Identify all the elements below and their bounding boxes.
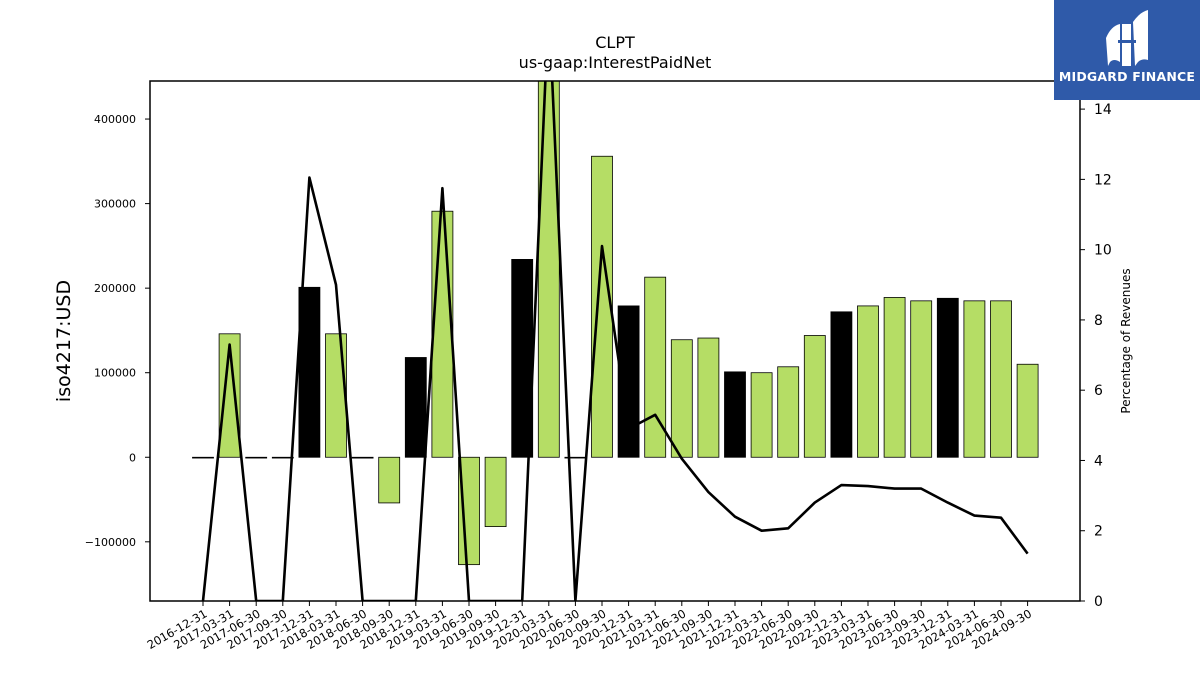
bar-2023-03-31	[857, 305, 879, 458]
percentage-line	[201, 81, 1029, 601]
bar-2022-03-31	[750, 372, 773, 458]
bar-2022-09-30	[803, 335, 826, 458]
bar-2021-06-30	[670, 339, 693, 458]
y2-tick-label: 10	[1094, 243, 1112, 259]
bar-2021-12-31	[724, 371, 746, 458]
bar-2023-12-31	[936, 297, 959, 458]
y2-tick-label: 12	[1094, 172, 1112, 188]
bar-2020-12-31	[617, 305, 640, 458]
bar-2016-12-31	[192, 456, 214, 459]
y-tick-label: 400000	[94, 113, 136, 126]
y-tick-label: 300000	[94, 198, 136, 211]
bar-2022-12-31	[830, 311, 853, 458]
y-tick-label: 0	[129, 451, 136, 464]
y2-tick-label: 0	[1094, 594, 1103, 610]
bar-2024-06-30	[990, 300, 1012, 458]
y2-tick-label: 8	[1094, 313, 1103, 329]
bar-2022-06-30	[777, 366, 800, 458]
bar-2017-03-31	[218, 333, 241, 458]
y2-tick-label: 4	[1094, 453, 1103, 469]
y-tick-label: −100000	[85, 536, 136, 549]
y-tick-label: 100000	[94, 367, 136, 380]
bar-2024-03-31	[963, 300, 986, 458]
bar-2017-12-31	[298, 286, 321, 458]
bar-2020-09-30	[591, 155, 613, 458]
bar-2023-06-30	[883, 297, 906, 458]
bar-2018-06-30	[351, 456, 374, 459]
bar-2020-03-31	[537, 81, 560, 458]
bar-2021-03-31	[644, 276, 667, 458]
bar-2024-09-30	[1016, 363, 1039, 458]
bar-2019-03-31	[431, 210, 454, 458]
y2-axis-label: Percentage of Revenues	[1119, 268, 1133, 413]
bar-2019-09-30	[484, 456, 507, 527]
y2-tick-label: 2	[1094, 524, 1103, 540]
bar-2018-09-30	[378, 456, 401, 504]
bar-2017-09-30	[271, 456, 294, 459]
y2-tick-label: 14	[1094, 102, 1112, 118]
bar-2021-09-30	[697, 337, 720, 458]
chart-subtitle: us-gaap:InterestPaidNet	[519, 53, 712, 72]
logo-text: MIDGARD FINANCE	[1058, 69, 1196, 84]
y-tick-label: 200000	[94, 282, 136, 295]
plot-frame	[149, 80, 1081, 602]
bar-2023-09-30	[910, 300, 933, 458]
midgard-finance-logo: MIDGARD FINANCE	[1054, 0, 1200, 100]
chart-title: CLPT	[595, 33, 635, 52]
bar-2018-12-31	[404, 357, 427, 458]
logo-mark-icon	[1106, 10, 1148, 66]
bar-2018-03-31	[325, 333, 347, 458]
y-axis-label: iso4217:USD	[53, 280, 75, 402]
bar-2017-06-30	[245, 456, 268, 459]
y2-tick-label: 6	[1094, 383, 1103, 399]
